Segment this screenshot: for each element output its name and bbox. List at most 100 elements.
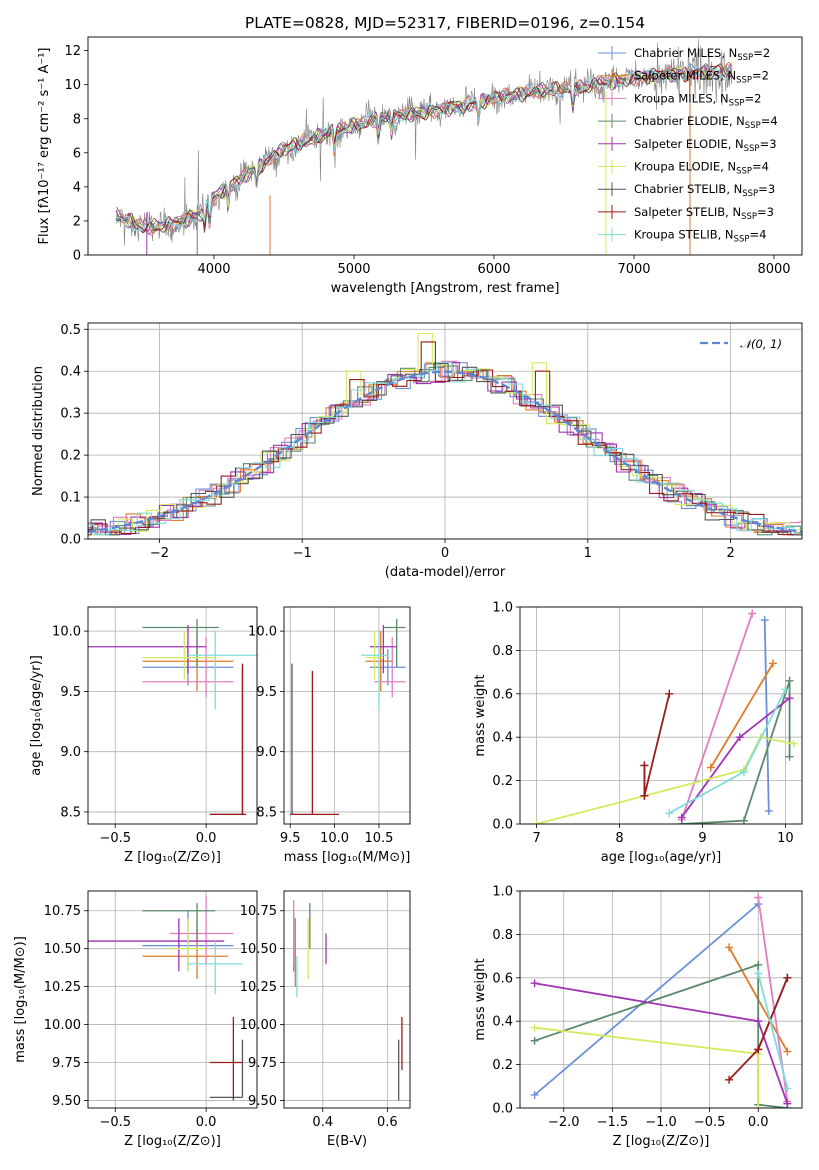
y-tick-label: 10.75 bbox=[44, 904, 81, 919]
y-tick-label: 0 bbox=[73, 249, 81, 264]
weight-line bbox=[681, 680, 791, 824]
y-tick-label: 9.50 bbox=[248, 1094, 277, 1109]
weight-line bbox=[757, 973, 789, 1089]
y-tick-label: 0.4 bbox=[492, 1015, 513, 1030]
y-tick-label: 10.00 bbox=[240, 1018, 277, 1033]
x-axis-label: Z [log₁₀(Z/Z⊙)] bbox=[124, 850, 221, 865]
y-tick-label: 0.8 bbox=[492, 928, 513, 943]
legend-label: Kroupa MILES bbox=[634, 91, 713, 105]
grid-lines bbox=[88, 891, 257, 1108]
weight-line bbox=[534, 1026, 760, 1108]
y-tick-label: 10.0 bbox=[248, 625, 277, 640]
axes-frame bbox=[283, 606, 411, 825]
y-tick-label: 10.50 bbox=[44, 942, 81, 957]
weight-marker bbox=[532, 820, 541, 824]
y-axis-label: age [log₁₀(age/yr)] bbox=[29, 655, 44, 776]
legend-n: , N bbox=[718, 228, 734, 242]
grid-lines bbox=[520, 890, 802, 1109]
errorbar-point bbox=[142, 903, 216, 942]
y-tick-label: 12 bbox=[64, 44, 81, 59]
errorbar-point bbox=[88, 625, 207, 674]
y-tick-label: 0.1 bbox=[60, 491, 81, 506]
legend-nssp: 4 bbox=[759, 228, 766, 242]
y-tick-label: 8.5 bbox=[256, 805, 277, 820]
x-tick-label: −0.5 bbox=[694, 1115, 726, 1130]
errorbar-point bbox=[209, 663, 247, 816]
legend-entry: Kroupa STELIB, NSSP=4 bbox=[634, 228, 766, 245]
x-tick-label: −0.5 bbox=[99, 831, 131, 846]
normal-reference-curve bbox=[88, 370, 802, 533]
x-tick-label: 5000 bbox=[337, 262, 370, 277]
legend-entry: Salpeter STELIB, NSSP=3 bbox=[634, 205, 774, 222]
x-axis-label: E(B-V) bbox=[327, 1134, 367, 1149]
legend-n: , N bbox=[728, 137, 744, 151]
weight-marker bbox=[530, 979, 539, 988]
weight-marker bbox=[748, 609, 757, 618]
legend-entry: 𝒩(0, 1) bbox=[740, 337, 782, 351]
legend-sub: SSP bbox=[745, 121, 761, 131]
axes-frame bbox=[519, 606, 803, 825]
y-tick-label: 10.25 bbox=[44, 980, 81, 995]
plot-area bbox=[88, 895, 244, 1101]
axes-frame bbox=[87, 36, 803, 256]
y-tick-label: 0.2 bbox=[60, 449, 81, 464]
y-tick-label: 8.5 bbox=[60, 805, 81, 820]
legend-sub: SSP bbox=[741, 212, 757, 222]
legend-n: , N bbox=[726, 182, 742, 196]
legend-entry: Salpeter ELODIE, NSSP=3 bbox=[634, 137, 777, 154]
y-axis-label: Flux [fλ10⁻¹⁷ erg cm⁻² s⁻¹ A⁻¹] bbox=[37, 48, 52, 245]
y-tick-label: 9.0 bbox=[60, 745, 81, 760]
y-tick-label: 0.0 bbox=[60, 533, 81, 548]
y-axis-label: Normed distribution bbox=[31, 366, 46, 496]
legend-entry: Chabrier ELODIE, NSSP=4 bbox=[634, 114, 778, 131]
weight-line bbox=[534, 903, 759, 1096]
y-tick-label: 0.2 bbox=[492, 1058, 513, 1073]
legend-sub: SSP bbox=[744, 144, 760, 154]
grid-lines bbox=[88, 607, 257, 824]
y-tick-label: 0.0 bbox=[492, 1102, 513, 1117]
y-tick-label: 9.0 bbox=[256, 745, 277, 760]
legend-n: , N bbox=[729, 114, 745, 128]
y-tick-label: 10.0 bbox=[52, 625, 81, 640]
legend-eq: = bbox=[752, 160, 762, 174]
legend-sub: SSP bbox=[742, 189, 758, 199]
errorbar-point bbox=[383, 619, 406, 668]
errorbar-point bbox=[187, 941, 243, 995]
panel-age_vs_mass: 9.5 10.0 10.5 8.5 9.0 9.5 10.0 mass [log₁₀(M/M⊙… bbox=[248, 606, 411, 865]
x-tick-label: 0.0 bbox=[196, 831, 217, 846]
errorbar-point bbox=[169, 918, 207, 972]
x-axis-label: Z [log₁₀(Z/Z⊙)] bbox=[613, 1134, 710, 1149]
weight-marker bbox=[754, 1045, 763, 1054]
errorbar-point bbox=[290, 663, 295, 816]
x-axis-label: (data-model)/error bbox=[385, 565, 506, 580]
weight-marker bbox=[783, 973, 792, 982]
y-tick-label: 10.00 bbox=[44, 1018, 81, 1033]
legend-entry: Chabrier STELIB, NSSP=3 bbox=[634, 182, 775, 199]
weight-marker bbox=[677, 813, 686, 822]
legend-eq: = bbox=[752, 69, 762, 83]
x-tick-label: 2 bbox=[726, 546, 734, 561]
y-tick-label: 10 bbox=[64, 78, 81, 93]
x-tick-label: 9.5 bbox=[280, 831, 301, 846]
legend-eq: = bbox=[761, 114, 771, 128]
x-tick-label: −1.5 bbox=[597, 1115, 629, 1130]
weight-marker bbox=[754, 969, 763, 978]
weight-marker bbox=[739, 816, 748, 824]
x-tick-label: 1 bbox=[584, 546, 592, 561]
figure-title: PLATE=0828, MJD=52317, FIBERID=0196, z=0… bbox=[245, 14, 645, 32]
y-axis-label: mass weight bbox=[473, 958, 488, 1040]
plot-area bbox=[532, 609, 798, 824]
y-tick-label: 9.5 bbox=[256, 685, 277, 700]
panel-mass_vs_Z: −0.5 0.0 9.50 9.75 10.00 10.25 10.50 10.75 Z [lo… bbox=[13, 890, 258, 1149]
x-tick-label: 8 bbox=[615, 831, 623, 846]
x-tick-label: −2 bbox=[150, 546, 169, 561]
legend-n: , N bbox=[720, 160, 736, 174]
errorbar-point bbox=[290, 670, 340, 816]
weight-marker bbox=[754, 893, 763, 902]
legend-eq: = bbox=[744, 91, 754, 105]
legend-n: , N bbox=[720, 69, 736, 83]
y-tick-label: 2 bbox=[73, 214, 81, 229]
legend-nssp: 2 bbox=[754, 91, 761, 105]
legend-eq: = bbox=[760, 137, 770, 151]
